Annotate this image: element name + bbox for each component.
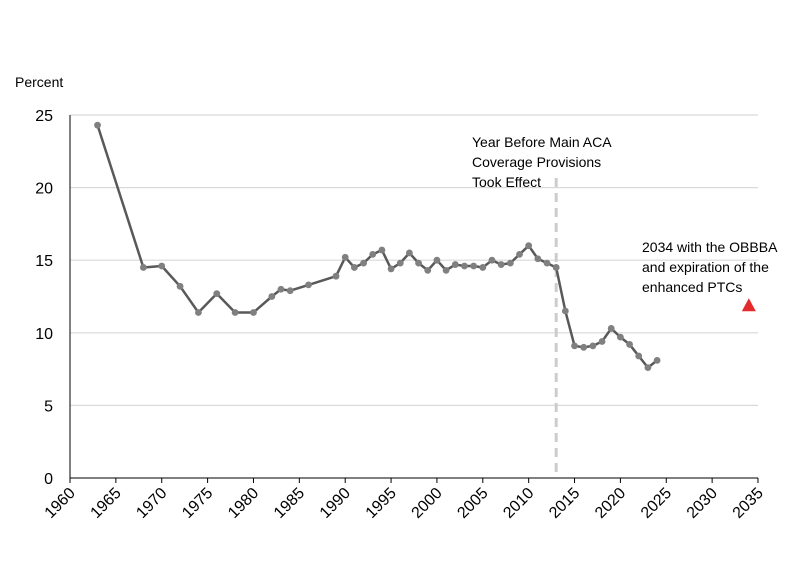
y-tick-label: 5 [44,398,53,415]
data-point [341,253,349,261]
data-point [552,264,560,271]
y-tick-label: 15 [35,253,53,270]
x-tick-label: 2025 [638,485,675,522]
x-tick-label: 2015 [546,485,583,522]
data-point [231,309,239,316]
data-point [424,266,432,274]
x-tick-label: 2030 [684,485,721,522]
data-point [461,262,468,270]
data-point [176,282,184,290]
annotation-aca-line-2: Coverage Provisions [472,154,601,170]
data-point [580,343,588,351]
data-point [268,293,276,300]
data-point [286,287,294,295]
x-tick-label: 1985 [271,485,308,522]
x-tick-label: 1975 [179,485,216,522]
projection-2034 [741,298,756,312]
y-tick-label: 0 [44,471,53,488]
data-point [369,250,377,258]
data-point [506,259,514,267]
x-tick-labels: 1960 1965 1970 1975 1980 1985 1990 1995 2000 2005… [42,478,767,522]
x-tick-label: 1995 [363,485,400,522]
data-point [525,242,533,250]
annotation-projection-line-3: enhanced PTCs [642,279,742,295]
data-point [158,262,166,270]
data-point [488,256,496,264]
data-point [387,265,395,273]
data-point [451,261,459,268]
data-point [497,261,505,268]
x-tick-label: 1990 [317,485,354,522]
data-point [516,250,523,258]
annotation-projection-line-2: and expiration of the [642,259,769,275]
data-point [360,259,367,267]
data-point [250,309,257,316]
data-point [561,307,569,315]
y-axis-label: Percent [15,74,63,90]
data-point [543,259,551,267]
data-point [644,364,652,372]
data-point [213,290,221,297]
x-tick-label: 2010 [500,485,537,522]
x-tick-label: 2035 [730,485,767,522]
data-point [589,342,597,350]
x-tick-label: 1960 [42,485,79,522]
y-tick-labels: 0 5 10 15 20 25 [35,108,53,488]
annotation-aca: Year Before Main ACA Coverage Provisions… [472,134,615,190]
x-tick-label: 1965 [88,485,125,522]
data-point [305,281,312,289]
data-point [277,285,285,293]
gridlines [70,114,758,406]
data-point [653,356,661,364]
series-uninsured-rate [94,121,661,372]
annotation-aca-line-3: Took Effect [472,174,541,190]
data-point [378,246,386,254]
data-point [350,264,358,271]
data-point [195,309,202,316]
data-point [626,341,633,348]
y-tick-label: 10 [35,326,53,343]
annotation-projection-line-1: 2034 with the OBBBA [642,239,778,255]
data-point [571,342,578,350]
projection-marker [741,298,756,312]
axes [69,115,758,479]
data-point [470,262,478,270]
x-tick-label: 1970 [133,485,170,522]
y-tick-label: 20 [35,181,53,198]
data-point [94,121,101,129]
data-point [534,255,542,263]
data-point [607,325,615,332]
data-point [598,338,606,345]
data-point [617,333,624,341]
x-tick-label: 2005 [454,485,491,522]
y-tick-label: 25 [35,108,53,125]
data-point [479,264,487,271]
x-tick-label: 2020 [592,485,629,522]
data-point [332,272,340,280]
data-point [442,266,450,274]
data-point [635,352,643,360]
data-point [396,259,404,267]
data-point [139,264,147,271]
x-tick-label: 2000 [409,485,446,522]
annotation-aca-line-1: Year Before Main ACA [472,134,612,150]
x-tick-label: 1980 [225,485,262,522]
data-point [406,249,413,257]
data-point [433,256,441,264]
annotation-projection: 2034 with the OBBBA and expiration of th… [642,239,781,295]
data-point [415,259,422,267]
